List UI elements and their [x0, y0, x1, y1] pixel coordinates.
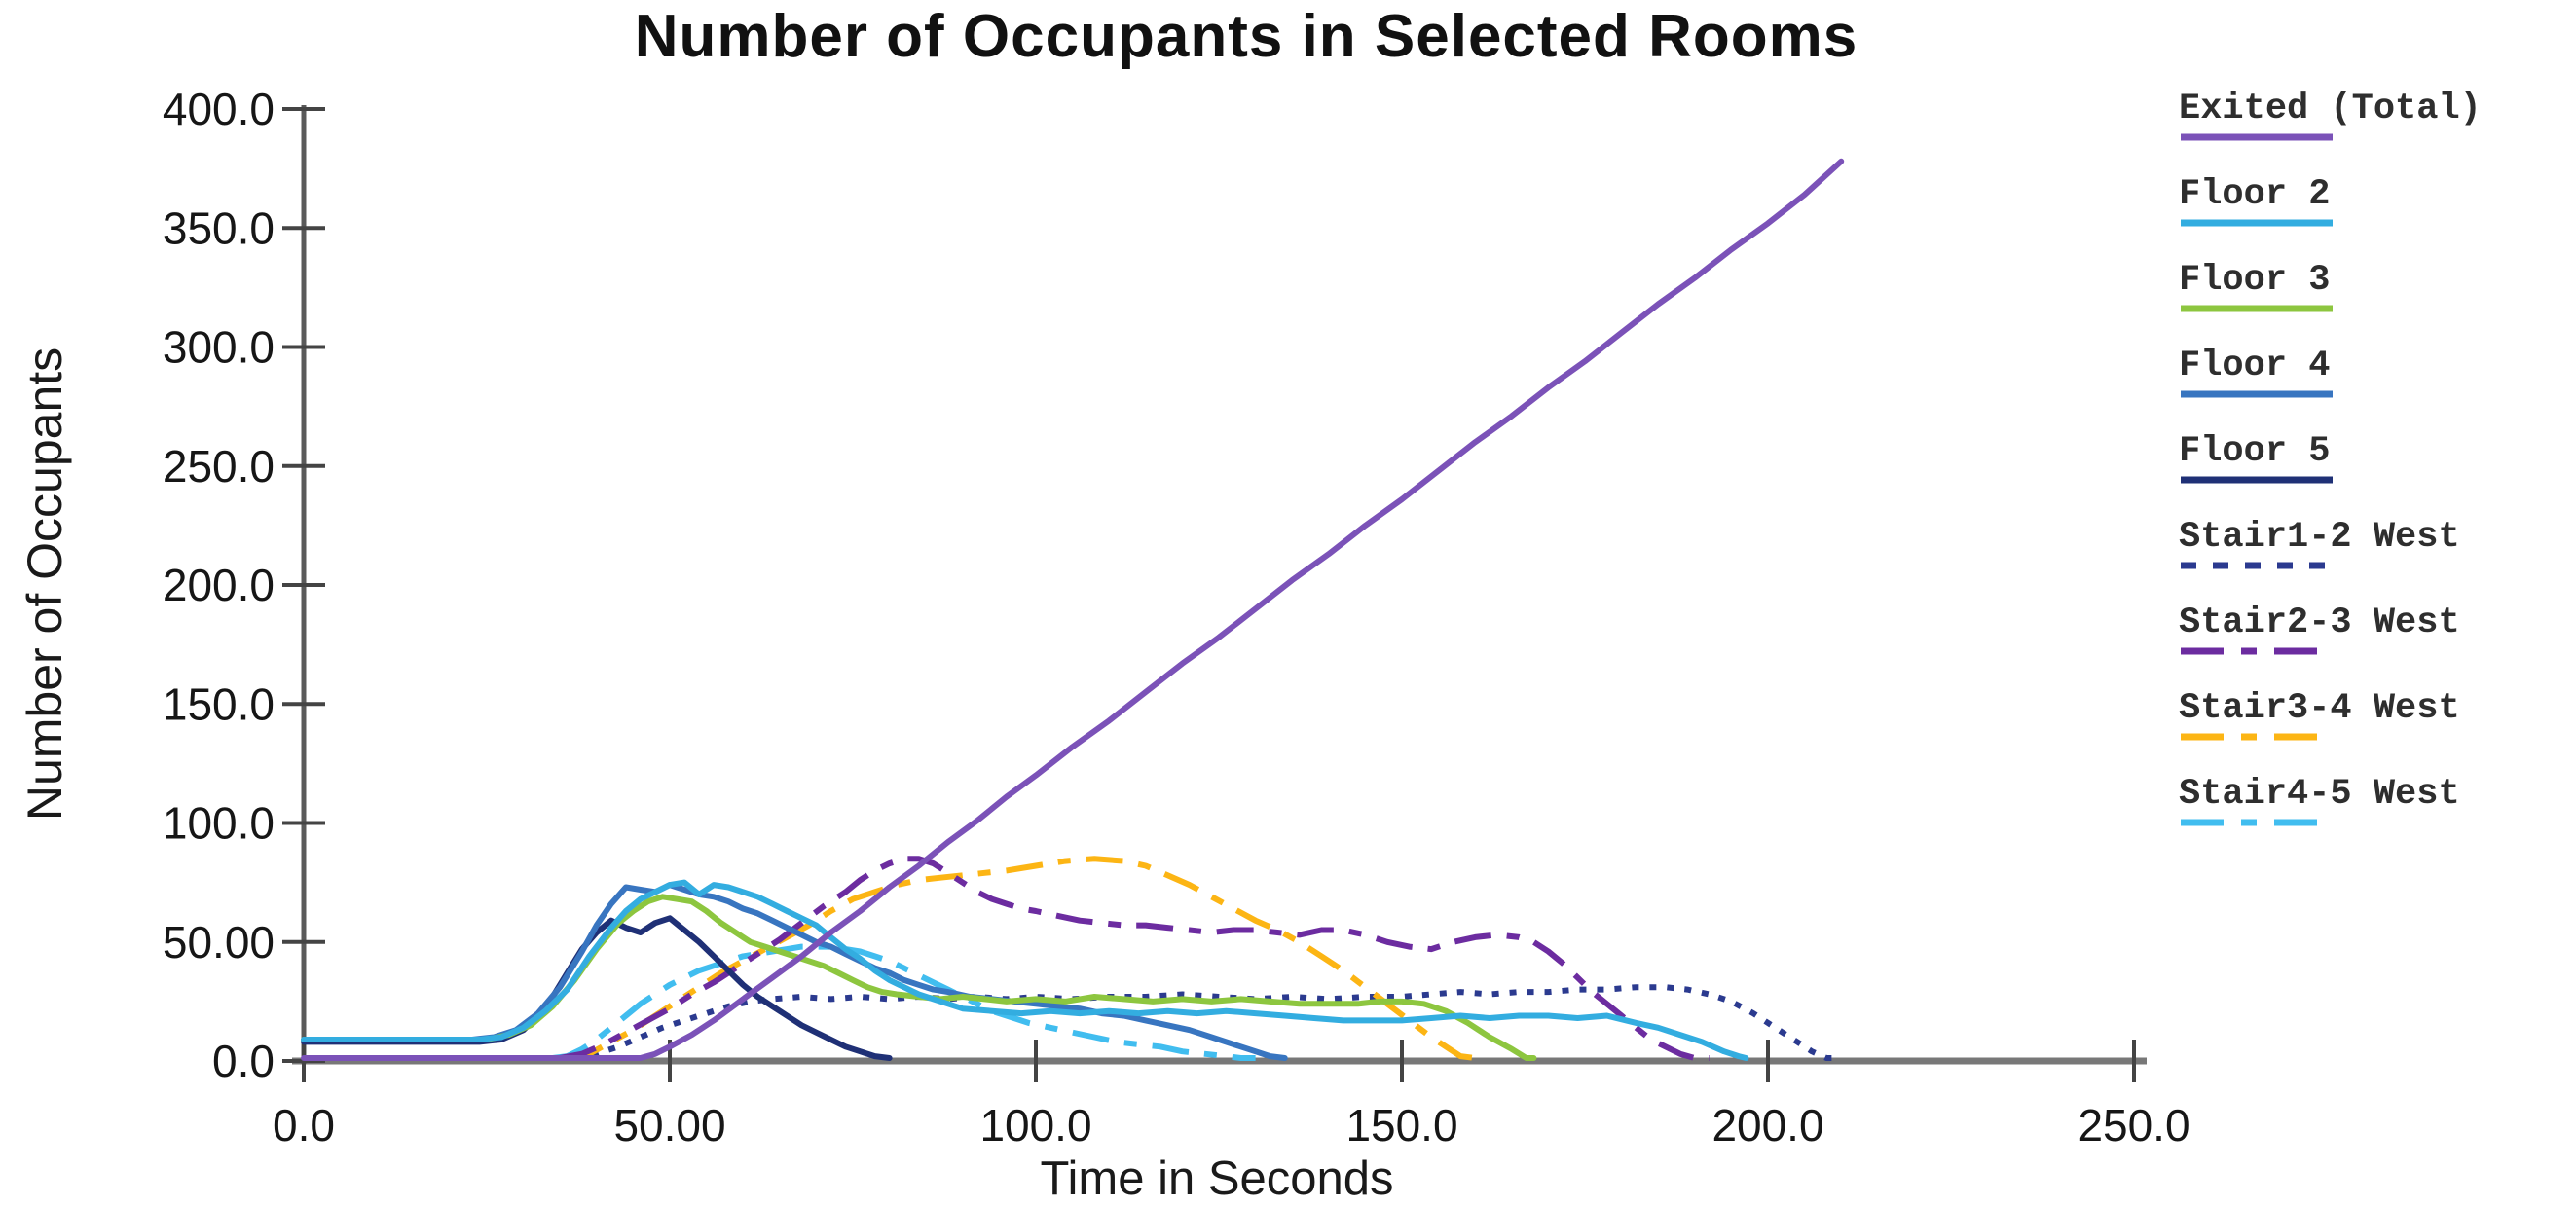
x-tick-label: 150.0 [1345, 1100, 1457, 1151]
x-tick-label: 250.0 [2078, 1100, 2190, 1151]
y-tick-label: 0.0 [212, 1036, 275, 1086]
legend-item-stair1-2-west: Stair1-2 West [2179, 518, 2576, 603]
series-lines [301, 158, 1845, 1061]
legend-swatch-stair4-5-west-line [2181, 819, 2333, 826]
legend-item-stair4-5-west: Stair4-5 West [2179, 775, 2576, 860]
chart-title: Number of Occupants in Selected Rooms [634, 3, 1858, 70]
series-line-floor-4 [301, 882, 1288, 1061]
legend-label-floor-3: Floor 3 [2179, 260, 2331, 301]
legend-swatch-stair1-2-west-line [2181, 562, 2333, 569]
legend-item-floor-4: Floor 4 [2179, 347, 2576, 432]
y-tick-label: 100.0 [163, 798, 275, 849]
legend-label-stair3-4-west: Stair3-4 West [2179, 688, 2460, 729]
y-tick-label: 200.0 [163, 560, 275, 610]
legend-swatch-floor-5-line [2181, 476, 2333, 484]
y-tick-label: 250.0 [163, 441, 275, 492]
series-line-exited-total [301, 158, 1845, 1061]
x-axis-title: Time in Seconds [1040, 1152, 1394, 1205]
legend-item-floor-5: Floor 5 [2179, 432, 2576, 518]
legend-label-stair4-5-west: Stair4-5 West [2179, 774, 2460, 815]
legend-label-stair1-2-west: Stair1-2 West [2179, 517, 2460, 558]
y-tick-label: 350.0 [163, 202, 275, 253]
legend-swatch-exited-total-line [2181, 133, 2333, 141]
legend-item-exited-total: Exited (Total) [2179, 90, 2576, 175]
series-line-floor-3 [301, 894, 1537, 1061]
legend-item-stair2-3-west: Stair2-3 West [2179, 603, 2576, 689]
legend-swatch-stair3-4-west-line [2181, 733, 2333, 741]
legend-label-floor-5: Floor 5 [2179, 431, 2331, 472]
legend-item-stair3-4-west: Stair3-4 West [2179, 689, 2576, 775]
series-line-stair3-4-west [567, 856, 1476, 1061]
legend-label-floor-2: Floor 2 [2179, 174, 2331, 215]
legend-swatch-stair2-3-west-line [2181, 647, 2333, 655]
x-tick-label: 50.00 [613, 1100, 725, 1151]
series-line-stair4-5-west [552, 943, 1256, 1061]
legend-swatch-floor-4-line [2181, 390, 2333, 398]
legend-label-floor-4: Floor 4 [2179, 346, 2331, 386]
legend-swatch-floor-3-line [2181, 305, 2333, 312]
series-line-stair2-3-west [559, 856, 1710, 1061]
legend: Exited (Total) Floor 2 Floor 3 Floor 4 Floor… [2179, 90, 2576, 860]
y-tick-label: 150.0 [163, 678, 275, 729]
legend-item-floor-2: Floor 2 [2179, 175, 2576, 261]
legend-swatch-floor-2-line [2181, 219, 2333, 227]
series-line-floor-2 [301, 879, 1749, 1061]
y-tick-label: 400.0 [163, 84, 275, 134]
x-tick-label: 100.0 [979, 1100, 1091, 1151]
tick-labels: 400.0 350.0 300.0 250.0 200.0 150.0 100.0 50.00… [163, 84, 2190, 1151]
y-tick-label: 50.00 [163, 917, 275, 968]
series-line-stair1-2-west [573, 984, 1834, 1061]
y-tick-label: 300.0 [163, 322, 275, 373]
legend-label-exited-total: Exited (Total) [2179, 89, 2482, 129]
legend-label-stair2-3-west: Stair2-3 West [2179, 603, 2460, 643]
x-tick-label: 200.0 [1711, 1100, 1823, 1151]
axes [282, 105, 2147, 1082]
x-tick-label: 0.0 [273, 1100, 335, 1151]
legend-item-floor-3: Floor 3 [2179, 261, 2576, 347]
